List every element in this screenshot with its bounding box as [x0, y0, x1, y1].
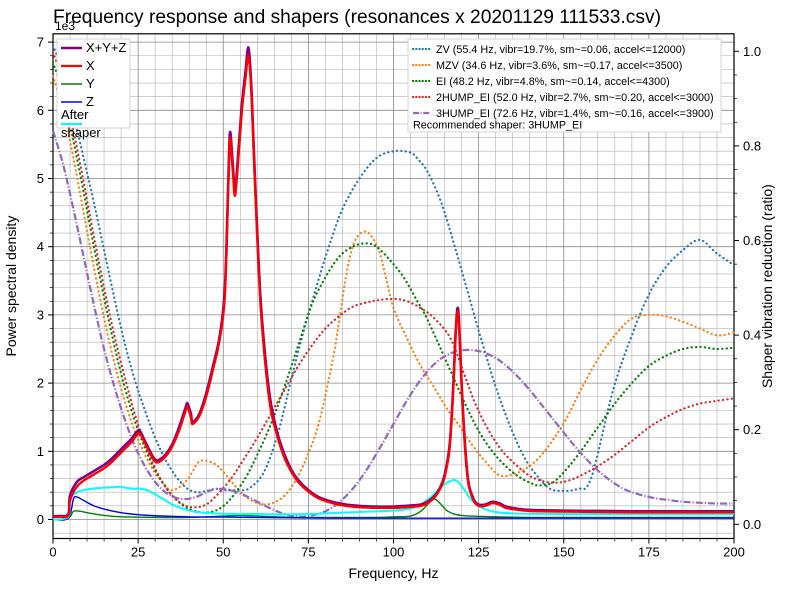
- svg-text:3: 3: [37, 307, 44, 322]
- svg-text:7: 7: [37, 35, 44, 50]
- svg-text:2: 2: [37, 376, 44, 391]
- svg-text:175: 175: [638, 545, 660, 560]
- svg-text:0.0: 0.0: [743, 517, 761, 532]
- svg-text:0.8: 0.8: [743, 138, 761, 153]
- svg-text:100: 100: [383, 545, 405, 560]
- svg-text:Frequency, Hz: Frequency, Hz: [349, 565, 439, 581]
- svg-text:200: 200: [723, 545, 745, 560]
- svg-text:6: 6: [37, 103, 44, 118]
- svg-text:0.2: 0.2: [743, 422, 761, 437]
- svg-text:0: 0: [49, 545, 56, 560]
- svg-text:1: 1: [37, 444, 44, 459]
- svg-text:Shaper vibration reduction (ra: Shaper vibration reduction (ratio): [759, 184, 775, 388]
- svg-text:150: 150: [553, 545, 575, 560]
- svg-text:1.0: 1.0: [743, 44, 761, 59]
- svg-text:ZV (55.4 Hz, vibr=19.7%, sm~=0: ZV (55.4 Hz, vibr=19.7%, sm~=0.06, accel…: [436, 44, 685, 56]
- svg-text:3HUMP_EI (72.6 Hz, vibr=1.4%,: 3HUMP_EI (72.6 Hz, vibr=1.4%, sm~=0.16, …: [436, 108, 714, 120]
- svg-text:1e3: 1e3: [55, 19, 75, 33]
- svg-text:Recommended shaper: 3HUMP_EI: Recommended shaper: 3HUMP_EI: [413, 120, 582, 132]
- svg-text:25: 25: [131, 545, 145, 560]
- svg-text:2HUMP_EI (52.0 Hz, vibr=2.7%,: 2HUMP_EI (52.0 Hz, vibr=2.7%, sm~=0.20, …: [436, 92, 714, 104]
- svg-text:X+Y+Z: X+Y+Z: [86, 40, 127, 55]
- svg-text:75: 75: [301, 545, 315, 560]
- svg-text:Y: Y: [86, 76, 95, 91]
- svg-text:EI (48.2 Hz, vibr=4.8%, sm~=0.: EI (48.2 Hz, vibr=4.8%, sm~=0.14, accel<…: [436, 76, 670, 88]
- svg-text:MZV (34.6 Hz, vibr=3.6%, sm~=0: MZV (34.6 Hz, vibr=3.6%, sm~=0.17, accel…: [436, 60, 682, 72]
- svg-text:0: 0: [37, 512, 44, 527]
- svg-text:X: X: [86, 58, 95, 73]
- svg-text:shaper: shaper: [61, 125, 101, 140]
- svg-text:After: After: [61, 107, 89, 122]
- svg-text:Frequency response and shapers: Frequency response and shapers (resonanc…: [53, 7, 661, 28]
- svg-text:Power spectral density: Power spectral density: [3, 216, 19, 357]
- svg-text:5: 5: [37, 171, 44, 186]
- svg-text:50: 50: [216, 545, 230, 560]
- svg-text:125: 125: [468, 545, 490, 560]
- svg-text:4: 4: [37, 239, 44, 254]
